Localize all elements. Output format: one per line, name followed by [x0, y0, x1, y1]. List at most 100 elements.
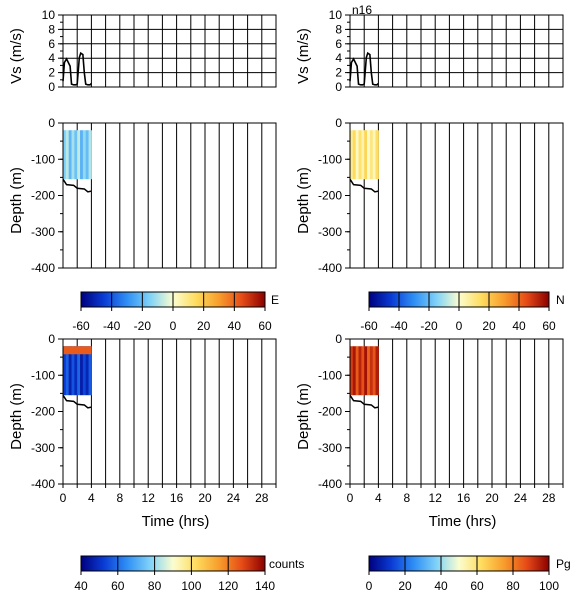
vs-north-ytick-label-6: 6	[335, 37, 342, 51]
vs-east-ytick-label-2: 2	[48, 66, 55, 80]
depth-pg-ytick-label-0: 0	[335, 332, 342, 346]
depth-north-colorbar-tick-label-20: 20	[482, 319, 496, 333]
depth-pg-xtick-label-12: 12	[429, 491, 443, 505]
depth-counts-heat-cell	[68, 346, 73, 396]
depth-counts-colorbar-tick-label-80: 80	[148, 579, 162, 592]
depth-east-heat-cell	[88, 130, 92, 180]
depth-pg-heat-cell	[367, 346, 371, 396]
depth-counts-xtick-label-16: 16	[170, 491, 184, 505]
depth-pg-ylabel: Depth (m)	[295, 383, 312, 450]
depth-pg-xtick-label-0: 0	[347, 491, 354, 505]
depth-north-heat-cell	[352, 130, 357, 180]
depth-pg-ytick-label--200: -200	[318, 405, 342, 419]
depth-counts-xtick-label-12: 12	[142, 491, 156, 505]
vs-east-ytick-label-0: 0	[48, 80, 55, 94]
depth-counts-colorbar-tick-label-120: 120	[218, 579, 238, 592]
depth-pg-colorbar-tick-label-100: 100	[539, 579, 559, 592]
depth-counts-xtick-label-4: 4	[88, 491, 95, 505]
depth-counts-xtick-label-28: 28	[255, 491, 269, 505]
depth-pg-ytick-label--300: -300	[318, 441, 342, 455]
depth-counts-heat-cell	[74, 346, 78, 396]
depth-north-ytick-label--300: -300	[318, 225, 342, 239]
depth-north-heat-cell	[355, 130, 360, 180]
depth-north-colorbar-tick-label--20: -20	[420, 319, 438, 333]
depth-pg-heat-cell	[375, 346, 379, 396]
depth-north-ytick-label-0: 0	[335, 116, 342, 130]
depth-pg-colorbar-tick-label-40: 40	[434, 579, 448, 592]
depth-north-colorbar-tick-label-40: 40	[512, 319, 526, 333]
depth-counts-ylabel: Depth (m)	[8, 383, 25, 450]
depth-north-colorbar-label: N	[556, 293, 565, 307]
depth-pg-colorbar-tick-label-60: 60	[470, 579, 484, 592]
depth-east-colorbar-tick-label-20: 20	[197, 319, 211, 333]
depth-pg-heat-cell	[358, 346, 362, 396]
figure-label: n16	[352, 3, 372, 17]
depth-counts-ytick-label--300: -300	[31, 441, 55, 455]
depth-east-ylabel: Depth (m)	[8, 167, 25, 234]
depth-east-heat-cell	[74, 130, 78, 180]
depth-counts-heat-cell	[71, 346, 75, 396]
depth-pg-xtick-label-4: 4	[375, 491, 382, 505]
depth-pg-colorbar-label: Pg	[556, 557, 571, 571]
depth-east-colorbar-tick-label--20: -20	[134, 319, 152, 333]
depth-east-heat-cell	[63, 130, 67, 180]
vs-north-ytick-label-4: 4	[335, 51, 342, 65]
depth-north-heat-cell	[372, 130, 377, 180]
depth-counts-ytick-label--200: -200	[31, 405, 55, 419]
depth-counts-xlabel: Time (hrs)	[142, 513, 210, 530]
vs-north-frame	[349, 14, 564, 88]
depth-counts-colorbar-tick-label-60: 60	[111, 579, 125, 592]
depth-east-colorbar-label: E	[271, 293, 279, 307]
depth-east-colorbar-tick-label--40: -40	[103, 319, 121, 333]
vs-east-ytick-label-4: 4	[48, 51, 55, 65]
depth-counts-heat-cell	[88, 346, 92, 396]
vs-east-ytick-label-8: 8	[48, 22, 55, 36]
depth-east-heat-cell	[80, 130, 84, 180]
depth-north-ylabel: Depth (m)	[295, 167, 312, 234]
depth-pg-heat-cell	[350, 346, 354, 396]
depth-north-heat-cell	[367, 130, 371, 180]
vs-north-ytick-label-2: 2	[335, 66, 342, 80]
depth-pg-heat-cell	[369, 346, 374, 396]
depth-east-ytick-label--100: -100	[31, 152, 55, 166]
depth-pg-colorbar	[368, 555, 550, 572]
depth-pg-heat-cell	[361, 346, 365, 396]
depth-pg-colorbar-tick-label-20: 20	[398, 579, 412, 592]
depth-east-heat-cell	[68, 130, 73, 180]
depth-counts-heat-cell	[80, 346, 84, 396]
depth-east-colorbar-tick-label--60: -60	[72, 319, 90, 333]
depth-north-heat-cell	[361, 130, 365, 180]
vs-east-ylabel: Vs (m/s)	[8, 28, 25, 84]
depth-north-heat-cell	[358, 130, 362, 180]
depth-counts-xtick-label-20: 20	[198, 491, 212, 505]
depth-pg-ytick-label--100: -100	[318, 368, 342, 382]
depth-pg-heat-cell	[352, 346, 357, 396]
depth-east-colorbar-tick-label-40: 40	[228, 319, 242, 333]
depth-pg-bottom-line	[349, 394, 379, 409]
depth-counts-heat-cell	[82, 346, 87, 396]
depth-counts-colorbar	[80, 555, 266, 572]
depth-pg-xtick-label-20: 20	[485, 491, 499, 505]
depth-north-heat-cell	[369, 130, 374, 180]
depth-east-ytick-label--400: -400	[31, 261, 55, 275]
depth-east-ytick-label--200: -200	[31, 189, 55, 203]
depth-north-heat-cell	[375, 130, 379, 180]
depth-north-colorbar-tick-label--40: -40	[390, 319, 408, 333]
depth-pg-xtick-label-16: 16	[457, 491, 471, 505]
vs-north-ytick-label-10: 10	[329, 8, 343, 22]
vs-east-ytick-label-10: 10	[42, 8, 56, 22]
depth-east-heat-cell	[71, 130, 75, 180]
vs-east-frame	[62, 14, 277, 88]
depth-counts-xtick-label-0: 0	[60, 491, 67, 505]
depth-north-heat-cell	[364, 130, 368, 180]
depth-north-colorbar-tick-label-0: 0	[456, 319, 463, 333]
depth-north-colorbar-tick-label-60: 60	[542, 319, 556, 333]
depth-pg-colorbar-tick-label-80: 80	[506, 579, 520, 592]
depth-pg-colorbar-tick-label-0: 0	[366, 579, 373, 592]
depth-counts-ytick-label--100: -100	[31, 368, 55, 382]
depth-counts-heat-cell	[65, 346, 70, 396]
depth-counts-colorbar-tick-label-100: 100	[181, 579, 201, 592]
depth-east-frame	[62, 122, 277, 269]
depth-north-frame	[349, 122, 564, 269]
